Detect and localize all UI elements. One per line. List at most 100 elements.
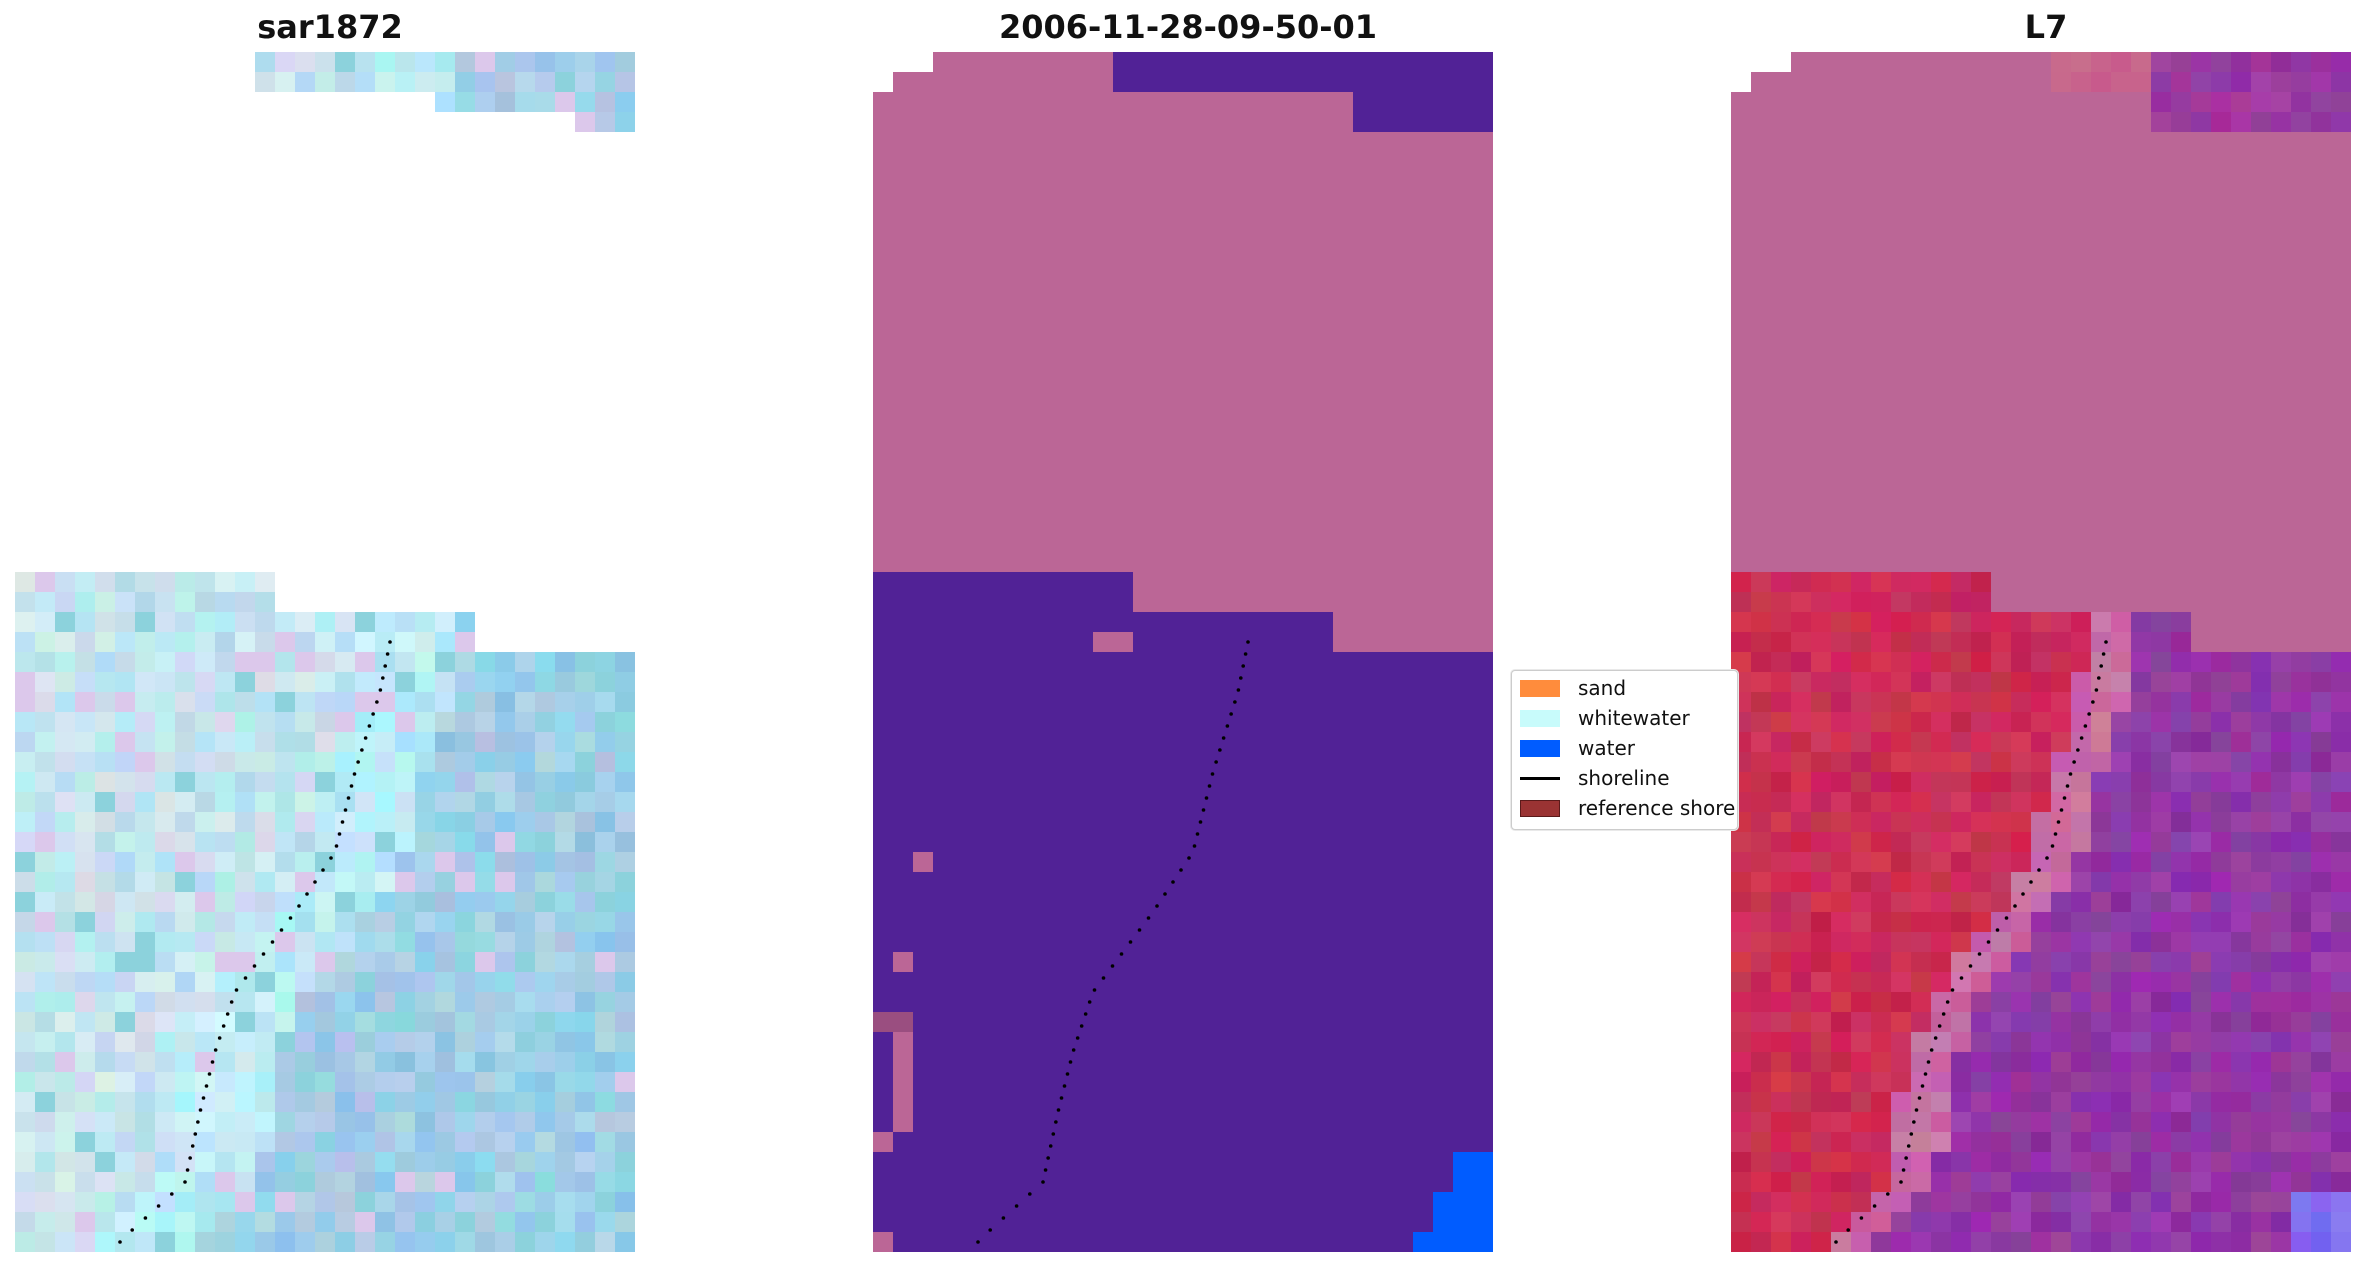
pixel-cell — [1373, 1032, 1393, 1052]
shoreline-dot — [1872, 1204, 1877, 1208]
pixel-cell — [1053, 912, 1073, 932]
pixel-cell — [1811, 92, 1831, 112]
shoreline-dot — [130, 1228, 134, 1232]
pixel-cell — [195, 972, 215, 992]
pixel-cell — [1073, 952, 1093, 972]
pixel-cell — [1333, 1012, 1353, 1032]
pixel-cell — [2031, 992, 2051, 1012]
pixel-cell — [2191, 1192, 2211, 1212]
pixel-cell — [275, 772, 295, 792]
pixel-cell — [2011, 92, 2031, 112]
pixel-cell — [2131, 832, 2151, 852]
pixel-cell — [1791, 712, 1811, 732]
pixel-cell — [1473, 992, 1493, 1012]
pixel-cell — [2231, 1212, 2251, 1232]
pixel-cell — [2231, 512, 2251, 532]
pixel-cell — [1093, 712, 1113, 732]
pixel-cell — [575, 1052, 595, 1072]
pixel-cell — [1971, 132, 1991, 152]
pixel-cell — [2211, 292, 2231, 312]
pixel-cell — [1133, 1212, 1153, 1232]
pixel-cell — [1333, 932, 1353, 952]
pixel-cell — [1013, 992, 1033, 1012]
pixel-cell — [1731, 912, 1751, 932]
pixel-cell — [2031, 352, 2051, 372]
pixel-cell — [993, 1152, 1013, 1172]
pixel-cell — [2151, 92, 2171, 112]
pixel-cell — [2211, 172, 2231, 192]
pixel-cell — [1453, 672, 1473, 692]
pixel-cell — [1453, 312, 1473, 332]
pixel-cell — [1133, 192, 1153, 212]
pixel-cell — [15, 992, 35, 1012]
pixel-cell — [2251, 132, 2271, 152]
shoreline-dot — [2091, 700, 2095, 704]
pixel-cell — [555, 1032, 575, 1052]
pixel-cell — [1293, 812, 1313, 832]
pixel-cell — [2311, 612, 2331, 632]
pixel-cell — [475, 1092, 495, 1112]
pixel-cell — [2271, 612, 2291, 632]
pixel-cell — [135, 632, 155, 652]
pixel-cell — [1811, 52, 1831, 72]
pixel-cell — [295, 1132, 315, 1152]
pixel-cell — [1013, 152, 1033, 172]
pixel-cell — [35, 1112, 55, 1132]
pixel-cell — [1353, 372, 1373, 392]
pixel-cell — [1731, 332, 1751, 352]
pixel-cell — [1273, 172, 1293, 192]
pixel-cell — [1791, 1212, 1811, 1232]
pixel-cell — [355, 672, 375, 692]
pixel-cell — [235, 752, 255, 772]
pixel-cell — [2231, 532, 2251, 552]
pixel-cell — [893, 212, 913, 232]
pixel-cell — [1891, 1072, 1911, 1092]
pixel-cell — [2231, 952, 2251, 972]
pixel-cell — [1393, 772, 1413, 792]
pixel-cell — [1991, 512, 2011, 532]
pixel-cell — [2091, 852, 2111, 872]
pixel-cell — [1013, 732, 1033, 752]
pixel-cell — [1433, 432, 1453, 452]
pixel-cell — [1453, 332, 1473, 352]
pixel-cell — [1013, 552, 1033, 572]
pixel-cell — [455, 1152, 475, 1172]
pixel-cell — [1373, 332, 1393, 352]
pixel-cell — [1253, 212, 1273, 232]
pixel-cell — [1871, 92, 1891, 112]
pixel-cell — [1473, 832, 1493, 852]
pixel-cell — [913, 672, 933, 692]
pixel-cell — [1911, 272, 1931, 292]
pixel-cell — [1453, 1132, 1473, 1152]
pixel-cell — [135, 652, 155, 672]
pixel-cell — [1871, 492, 1891, 512]
pixel-cell — [1033, 1032, 1053, 1052]
pixel-cell — [515, 832, 535, 852]
pixel-cell — [2251, 292, 2271, 312]
pixel-cell — [973, 532, 993, 552]
pixel-cell — [615, 1132, 635, 1152]
pixel-cell — [175, 952, 195, 972]
pixel-cell — [255, 772, 275, 792]
pixel-cell — [355, 1232, 375, 1252]
pixel-cell — [2271, 932, 2291, 952]
pixel-cell — [255, 792, 275, 812]
pixel-cell — [2071, 432, 2091, 452]
pixel-cell — [1413, 632, 1433, 652]
pixel-cell — [1731, 952, 1751, 972]
pixel-cell — [1991, 912, 2011, 932]
pixel-cell — [1173, 812, 1193, 832]
pixel-cell — [2091, 72, 2111, 92]
pixel-cell — [615, 732, 635, 752]
pixel-cell — [1373, 132, 1393, 152]
pixel-cell — [2291, 1212, 2311, 1232]
pixel-cell — [175, 932, 195, 952]
pixel-cell — [475, 672, 495, 692]
pixel-cell — [1133, 772, 1153, 792]
pixel-cell — [1233, 672, 1253, 692]
pixel-cell — [953, 832, 973, 852]
pixel-cell — [1951, 272, 1971, 292]
pixel-cell — [2011, 1132, 2031, 1152]
pixel-cell — [1013, 1072, 1033, 1092]
pixel-cell — [2031, 532, 2051, 552]
